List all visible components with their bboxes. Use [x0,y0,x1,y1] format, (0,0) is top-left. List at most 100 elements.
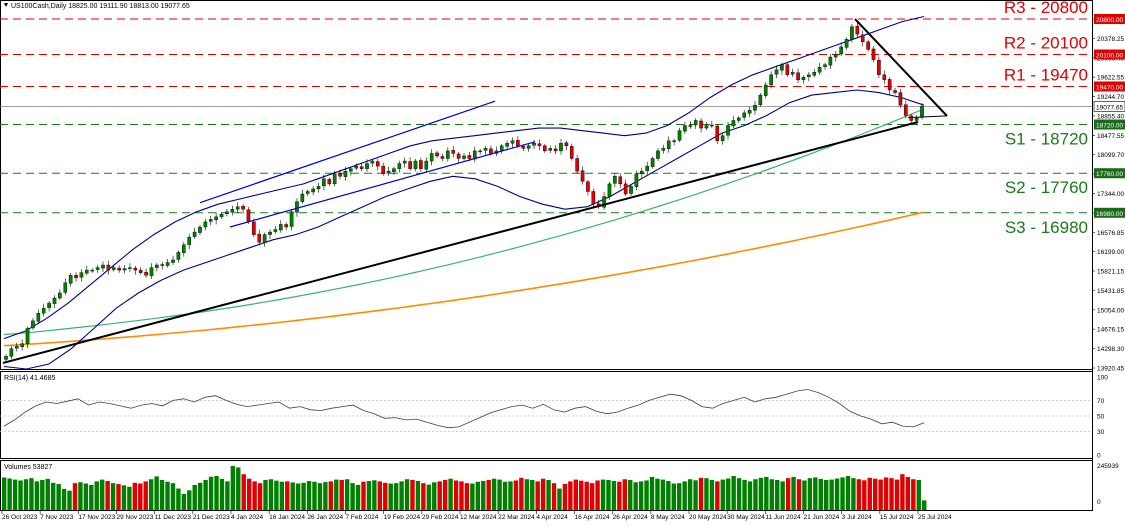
volume-bar [644,480,649,510]
volume-bar [404,479,410,510]
volume-bar [802,480,807,510]
price-tick-label: 20378.25 [1097,36,1124,43]
volume-bar [568,481,573,510]
candle-body [14,346,19,349]
level-badge-bg-s1 [1094,119,1125,130]
candle-body [645,165,649,171]
volume-bar [873,478,878,510]
bollinger-bands [3,15,925,370]
volume-bar [758,477,764,510]
candle-body [111,267,116,270]
channel-lower-line [229,141,536,228]
rsi-indicator: 100 70 50 30 0 [0,375,1108,460]
level-badges: 20800.00 20100.00 19470.00 18720.00 17760.00… [1093,14,1125,218]
candle-body [564,142,569,147]
candle-body [451,150,456,154]
candle-body [607,183,612,197]
candle-body [833,54,838,58]
volume-bar [693,480,698,510]
volume-bar [720,479,725,510]
volume-bar [67,490,72,510]
rsi-tick-label: 100 [1097,375,1108,382]
date-tick-label: 11 Jun 2024 [765,514,801,521]
date-axis: 26 Oct 2023 7 Nov 2023 17 Nov 2023 29 Nov 2… [1,511,952,521]
candle-body [79,272,84,278]
candle-body [144,271,148,276]
volume-bar [127,486,132,510]
chart-triangle-icon [4,3,8,7]
level-badge-r3: 20800.00 [1096,17,1123,24]
volume-bar [154,476,159,510]
volume-bar [187,490,192,510]
candle-body [327,179,332,185]
ma-200-line [3,211,925,347]
level-badge-bg-r2 [1094,49,1125,60]
date-tick-label: 15 Jul 2024 [880,514,914,521]
candle-body [343,170,348,177]
candle-body [618,176,623,185]
price-tick-label: 18855.40 [1097,113,1124,120]
candle-body [763,84,768,96]
volume-bar [72,483,78,510]
volume-bar [660,479,666,510]
downtrend-line [854,18,948,117]
candle-body [25,328,30,344]
volume-bar [56,484,61,510]
volume-bar [241,474,246,510]
date-tick-label: 29 Nov 2023 [117,514,154,521]
wedge-connector-line [907,115,948,119]
volume-bar [295,483,301,510]
volume-bar [388,483,393,510]
volume-bar [671,483,676,510]
candle-body [893,90,897,93]
candle-body [225,211,229,215]
price-tick-label: 14298.30 [1097,346,1124,353]
candle-body [693,120,698,126]
candle-body [295,201,299,213]
volume-bar [595,480,600,510]
candle-body [796,72,800,81]
date-tick-label: 26 Apr 2024 [613,514,648,521]
candle-body [203,221,208,228]
candle-body [47,302,51,308]
volume-bar [208,476,214,510]
volume-tick-label: 245939 [1097,463,1119,470]
price-tick-label: 13920.45 [1097,366,1124,373]
candlesticks [4,22,924,362]
volume-bar [889,478,894,510]
candle-body [499,145,504,151]
volume-bar [323,482,328,510]
candle-body [117,267,121,271]
volume-bar [715,481,720,510]
price-tick-label: 14676.15 [1097,327,1124,334]
ma-100-line [3,108,925,336]
volume-bar [709,479,715,510]
candle-body [591,191,596,205]
volume-bar [45,478,50,510]
volume-bar [922,500,927,510]
candle-body [392,168,396,172]
candle-body [252,221,256,235]
volume-bar [301,482,306,510]
candle-body [801,77,806,81]
candle-body [122,268,127,271]
volume-bar [459,481,464,510]
price-tick-label: 18099.70 [1097,152,1124,159]
volume-bar [410,479,415,510]
volume-bar [562,483,568,510]
date-tick-label: 26 Jan 2024 [307,514,343,521]
candle-body [634,173,639,188]
volume-bar [197,482,203,510]
volume-bar [502,481,508,510]
volume-bar [442,479,448,510]
candle-body [586,181,590,192]
volume-bar [519,477,524,510]
candle-body [516,140,520,147]
volume-bar [225,481,230,510]
candle-body [920,106,924,118]
volume-bar [165,481,170,510]
candle-body [322,178,326,187]
volume-bar [83,483,89,510]
candle-body [52,297,57,304]
